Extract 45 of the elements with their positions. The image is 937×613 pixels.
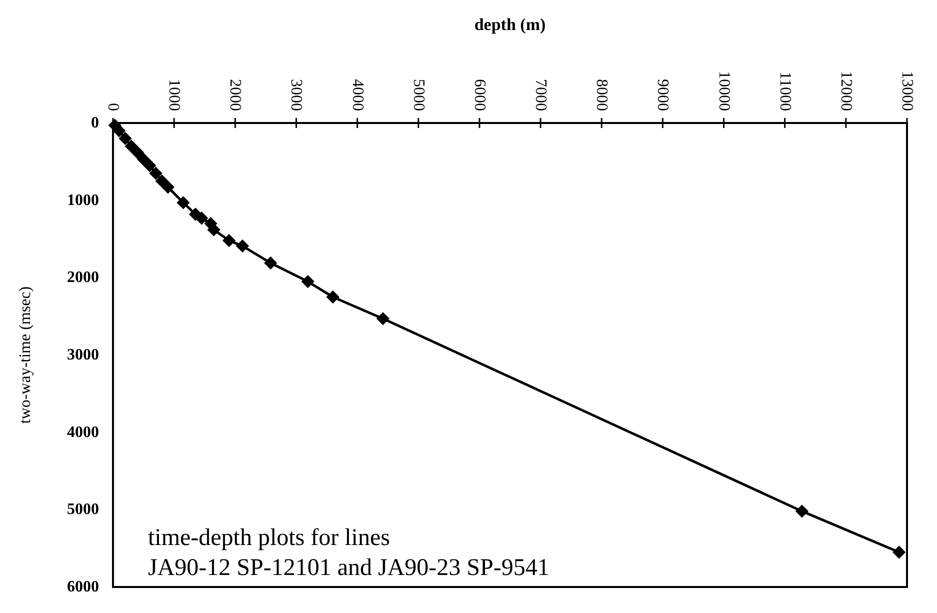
y-tick-label: 4000 (67, 424, 99, 441)
x-tick-label: 9000 (654, 79, 672, 111)
annotation: time-depth plots for lines (148, 525, 390, 551)
point (892, 546, 906, 559)
annotation: JA90-12 SP-12101 and JA90-23 SP-9541 (148, 555, 550, 581)
point (161, 180, 175, 194)
x-tick-label: 4000 (348, 79, 366, 111)
x-tick-label: 0 (104, 103, 122, 111)
point (264, 256, 278, 270)
point (795, 504, 809, 518)
point (155, 174, 168, 188)
x-tick-label: 7000 (532, 79, 550, 111)
x-tick-label: 8000 (593, 79, 610, 111)
point (176, 196, 190, 210)
point (118, 132, 132, 146)
y-tick-label: 1000 (67, 192, 99, 209)
point (112, 124, 126, 138)
point (130, 146, 144, 159)
x-tick-label: 6000 (470, 79, 488, 111)
y-tick-label: 5000 (67, 501, 99, 518)
point (149, 166, 162, 180)
y-tick-label: 0 (91, 114, 99, 132)
x-tick-label: 2000 (226, 79, 244, 111)
point (326, 290, 340, 304)
x-tick-label: 10000 (715, 71, 732, 111)
x-tick-label: 3000 (288, 79, 305, 111)
point (376, 312, 390, 326)
x-tick-label: 1000 (166, 79, 183, 111)
x-tick-label: 12000 (837, 71, 854, 111)
point (194, 212, 208, 225)
point (236, 239, 250, 253)
point (143, 158, 156, 172)
y-tick-label: 3000 (67, 346, 99, 364)
point (136, 152, 150, 166)
x-tick-label: 5000 (410, 79, 427, 111)
point (207, 223, 220, 236)
point (222, 234, 236, 248)
y-tick-label: 2000 (67, 269, 99, 286)
point (301, 274, 314, 288)
y-tick-label: 6000 (67, 578, 99, 596)
y-axis-title: two-way-time (msec) (17, 286, 34, 424)
x-tick-label: 11000 (776, 72, 794, 111)
x-axis-title: depth (m) (474, 15, 546, 34)
x-tick-label: 13000 (898, 71, 916, 111)
point (124, 140, 138, 153)
